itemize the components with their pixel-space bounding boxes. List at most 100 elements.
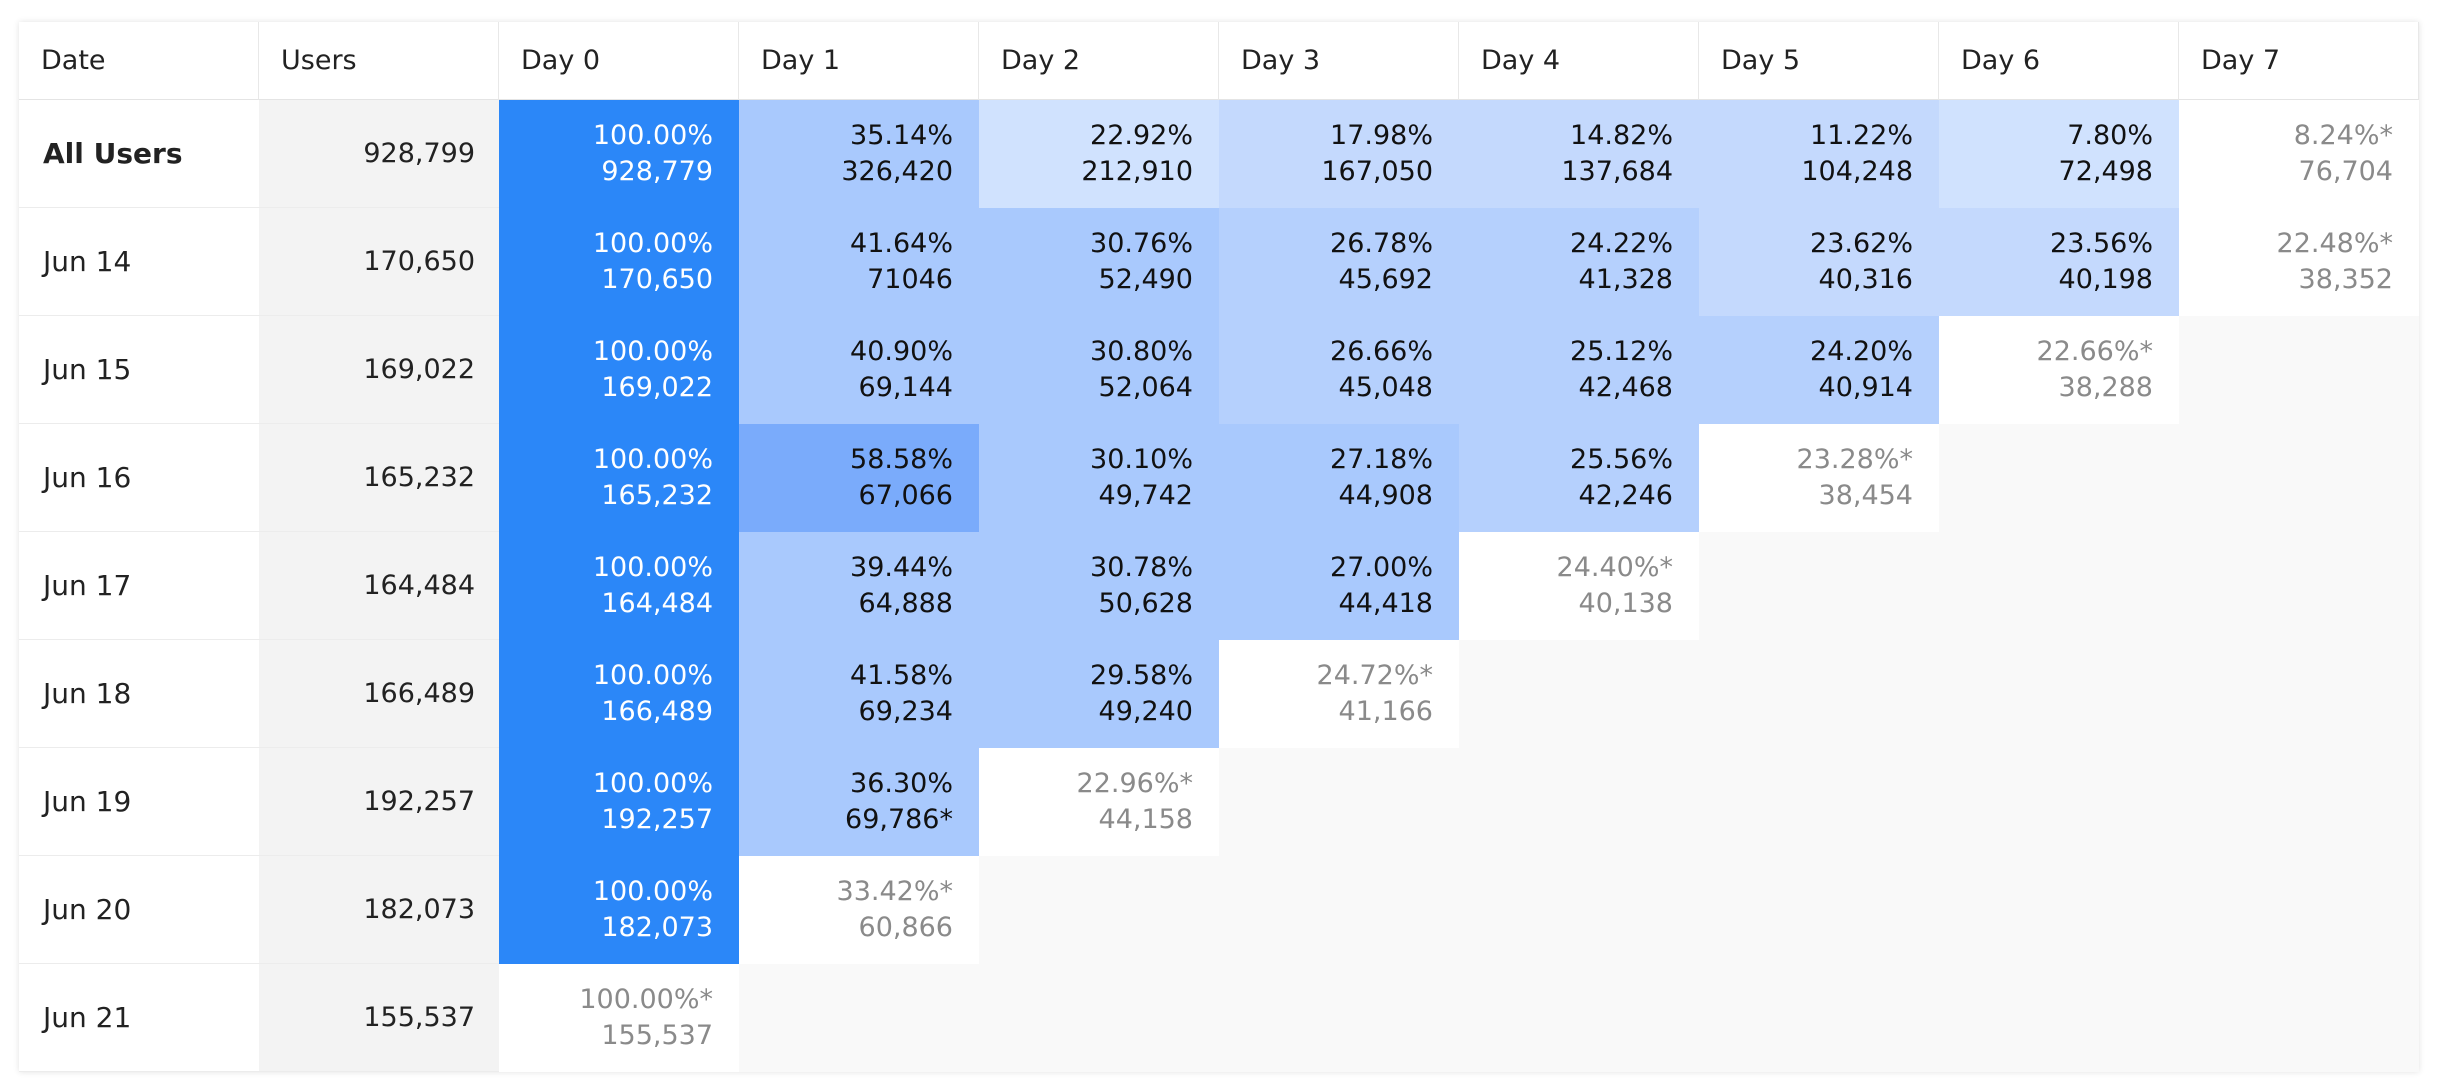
retention-cell: 58.58% 67,066 [739, 424, 979, 532]
row-date: Jun 16 [19, 424, 259, 532]
row-date: Jun 20 [19, 856, 259, 964]
cell-count: 76,704 [2298, 156, 2393, 187]
cell-count: 212,910 [1081, 156, 1193, 187]
retention-cell: 100.00% 164,484 [499, 532, 739, 640]
cell-percent: 41.58% [850, 660, 953, 691]
cell-count: 166,489 [601, 696, 713, 727]
cell-percent: 22.92% [1090, 120, 1193, 151]
retention-cell: 24.20% 40,914 [1699, 316, 1939, 424]
row-date: All Users [19, 100, 259, 208]
retention-cell: 100.00% 170,650 [499, 208, 739, 316]
cell-count: 137,684 [1561, 156, 1673, 187]
retention-cell: 23.28%* 38,454 [1699, 424, 1939, 532]
cell-percent: 30.78% [1090, 552, 1193, 583]
cell-count: 42,246 [1578, 480, 1673, 511]
retention-cell: 22.96%* 44,158 [979, 748, 1219, 856]
retention-cell: 30.76% 52,490 [979, 208, 1219, 316]
retention-cell: 30.78% 50,628 [979, 532, 1219, 640]
cell-count: 49,240 [1098, 696, 1193, 727]
retention-cell: 22.48%* 38,352 [2179, 208, 2419, 316]
retention-cell: 29.58% 49,240 [979, 640, 1219, 748]
retention-cell: 35.14% 326,420 [739, 100, 979, 208]
retention-cell: 25.12% 42,468 [1459, 316, 1699, 424]
row-date: Jun 17 [19, 532, 259, 640]
cell-count: 170,650 [601, 264, 713, 295]
row-users: 182,073 [259, 856, 499, 964]
retention-cell: 26.78% 45,692 [1219, 208, 1459, 316]
cell-count: 42,468 [1578, 372, 1673, 403]
cell-percent: 30.80% [1090, 336, 1193, 367]
cell-count: 69,144 [858, 372, 953, 403]
cell-count: 38,352 [2298, 264, 2393, 295]
cell-percent: 27.00% [1330, 552, 1433, 583]
cell-count: 69,786* [845, 804, 953, 835]
cell-count: 52,490 [1098, 264, 1193, 295]
cell-count: 167,050 [1321, 156, 1433, 187]
retention-cell: 27.18% 44,908 [1219, 424, 1459, 532]
cell-count: 192,257 [601, 804, 713, 835]
row-users: 169,022 [259, 316, 499, 424]
cell-percent: 41.64% [850, 228, 953, 259]
cell-count: 71046 [867, 264, 953, 295]
retention-cell: 41.58% 69,234 [739, 640, 979, 748]
retention-cell: 24.22% 41,328 [1459, 208, 1699, 316]
cell-percent: 100.00% [592, 336, 713, 367]
cell-percent: 25.56% [1570, 444, 1673, 475]
cell-count: 44,158 [1098, 804, 1193, 835]
retention-cell: 36.30% 69,786* [739, 748, 979, 856]
cell-percent: 17.98% [1330, 120, 1433, 151]
cell-count: 40,914 [1818, 372, 1913, 403]
row-date: Jun 14 [19, 208, 259, 316]
column-header: Day 7 [2179, 22, 2419, 100]
cell-percent: 11.22% [1810, 120, 1913, 151]
cell-percent: 100.00%* [579, 984, 713, 1015]
cell-percent: 7.80% [2067, 120, 2153, 151]
cell-percent: 26.78% [1330, 228, 1433, 259]
cell-count: 38,454 [1818, 480, 1913, 511]
retention-cell: 100.00%* 155,537 [499, 964, 739, 1072]
cell-percent: 30.10% [1090, 444, 1193, 475]
retention-cell: 14.82% 137,684 [1459, 100, 1699, 208]
cell-percent: 33.42%* [836, 876, 953, 907]
cell-percent: 36.30% [850, 768, 953, 799]
row-users: 165,232 [259, 424, 499, 532]
retention-cell: 33.42%* 60,866 [739, 856, 979, 964]
cell-percent: 22.48%* [2276, 228, 2393, 259]
row-date: Jun 15 [19, 316, 259, 424]
cell-count: 182,073 [601, 912, 713, 943]
column-header: Date [19, 22, 259, 100]
column-header: Day 6 [1939, 22, 2179, 100]
cell-count: 40,316 [1818, 264, 1913, 295]
retention-cell: 41.64% 71046 [739, 208, 979, 316]
cell-percent: 29.58% [1090, 660, 1193, 691]
retention-cell: 26.66% 45,048 [1219, 316, 1459, 424]
retention-cell: 11.22% 104,248 [1699, 100, 1939, 208]
cell-count: 44,908 [1338, 480, 1433, 511]
cell-percent: 14.82% [1570, 120, 1673, 151]
retention-cell: 100.00% 928,779 [499, 100, 739, 208]
row-date: Jun 18 [19, 640, 259, 748]
cell-count: 72,498 [2058, 156, 2153, 187]
cell-count: 169,022 [601, 372, 713, 403]
cell-percent: 100.00% [592, 552, 713, 583]
cell-count: 49,742 [1098, 480, 1193, 511]
cell-percent: 100.00% [592, 120, 713, 151]
cell-percent: 100.00% [592, 660, 713, 691]
cell-percent: 23.28%* [1796, 444, 1913, 475]
retention-cell: 7.80% 72,498 [1939, 100, 2179, 208]
cell-percent: 22.66%* [2036, 336, 2153, 367]
cell-percent: 100.00% [592, 768, 713, 799]
cell-percent: 8.24%* [2293, 120, 2393, 151]
cell-percent: 39.44% [850, 552, 953, 583]
column-header: Day 2 [979, 22, 1219, 100]
retention-cell: 22.92% 212,910 [979, 100, 1219, 208]
column-header: Day 0 [499, 22, 739, 100]
column-header: Day 4 [1459, 22, 1699, 100]
retention-cell: 23.56% 40,198 [1939, 208, 2179, 316]
cell-percent: 26.66% [1330, 336, 1433, 367]
cell-count: 164,484 [601, 588, 713, 619]
cell-percent: 100.00% [592, 876, 713, 907]
retention-cell: 24.40%* 40,138 [1459, 532, 1699, 640]
row-users: 192,257 [259, 748, 499, 856]
